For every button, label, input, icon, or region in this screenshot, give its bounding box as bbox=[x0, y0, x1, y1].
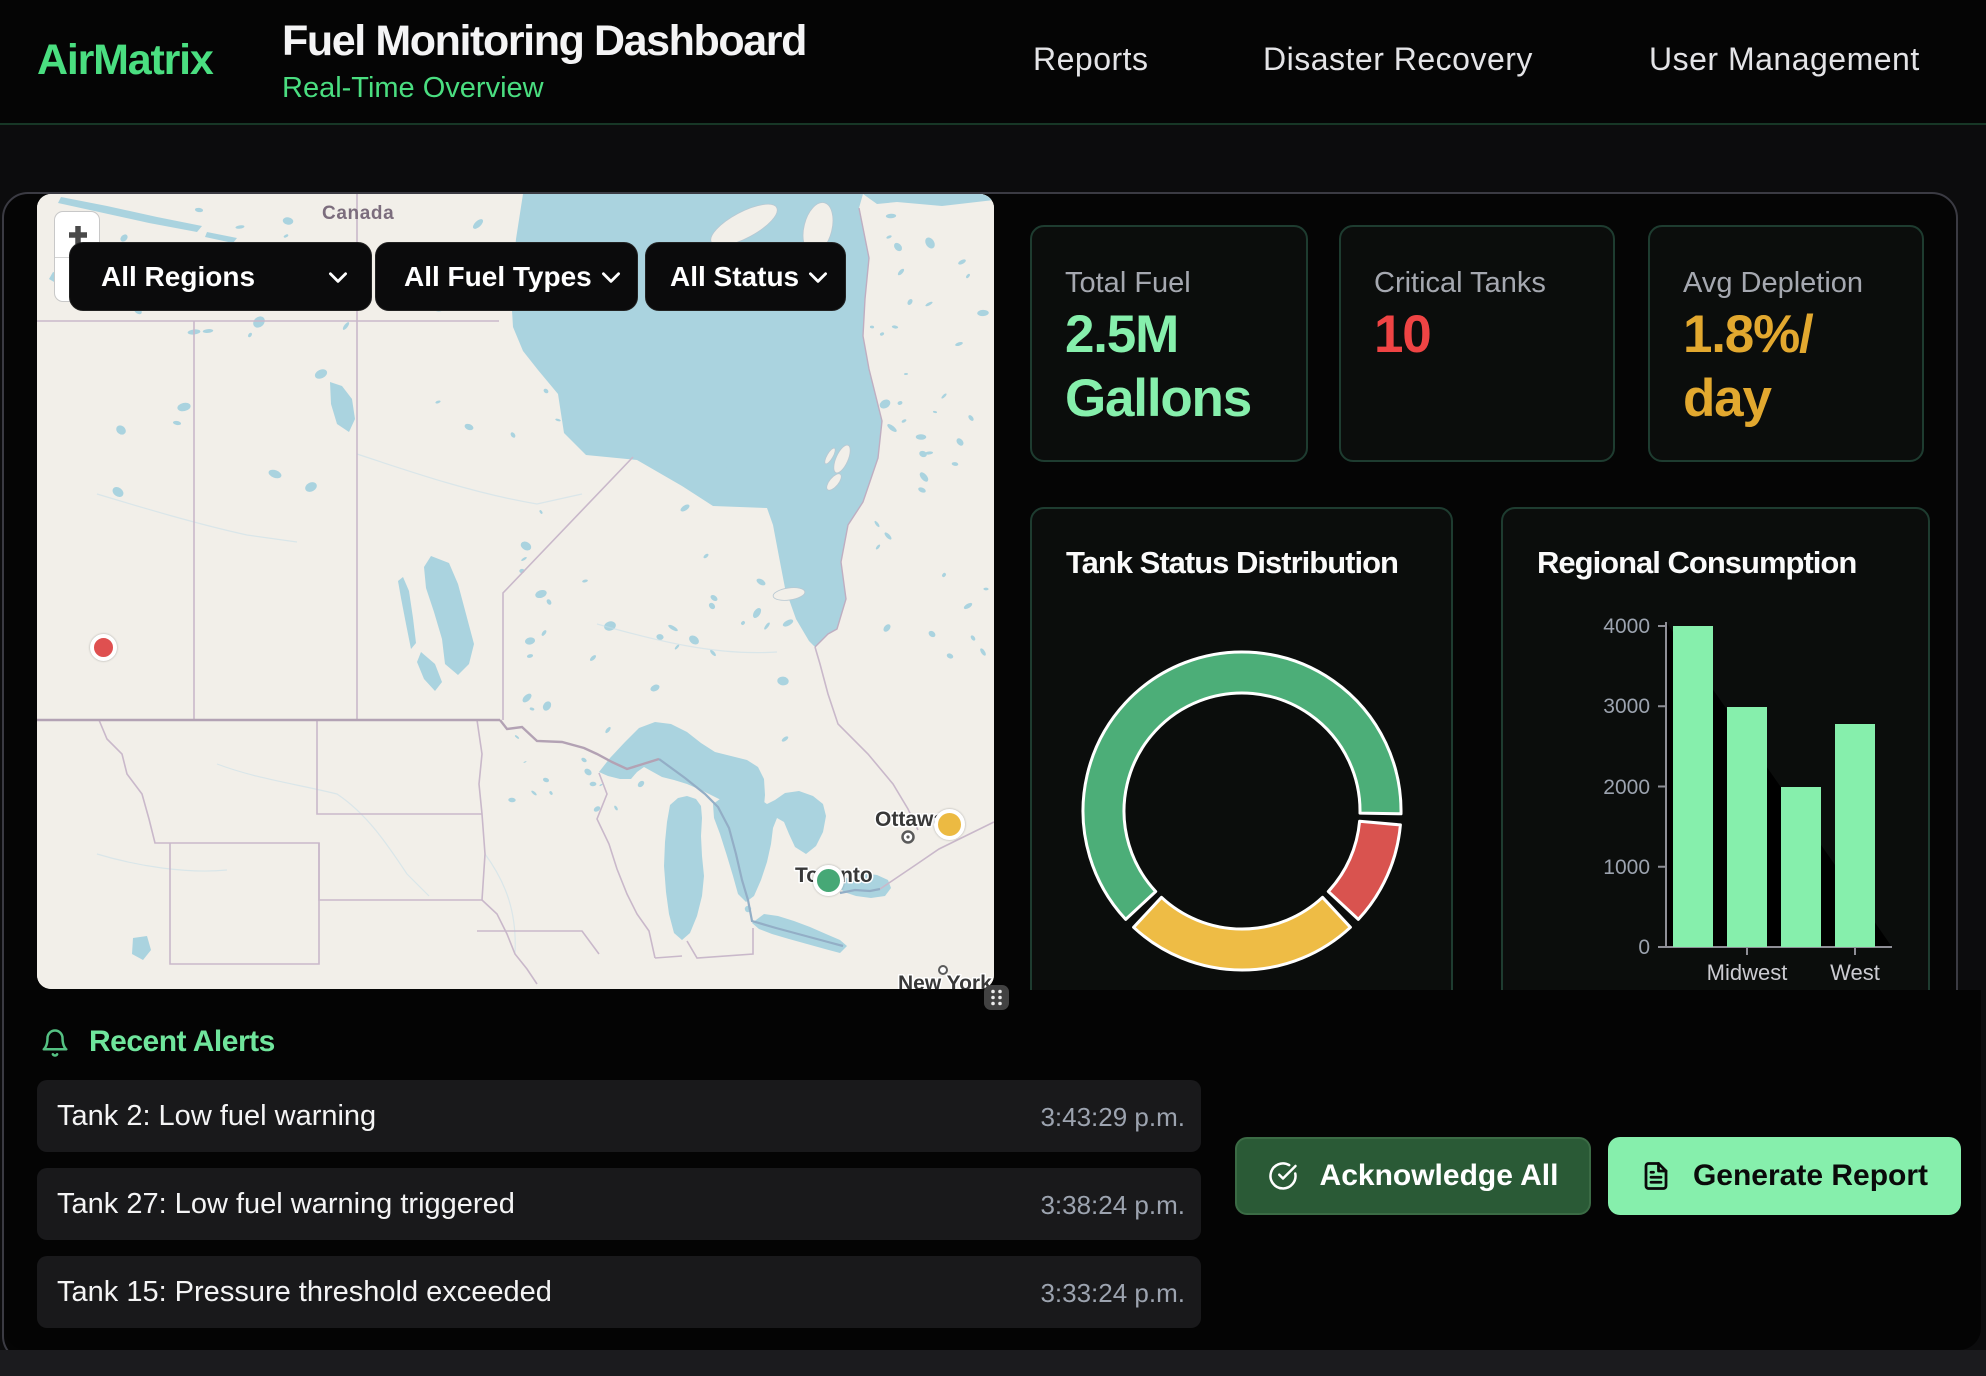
svg-text:1000: 1000 bbox=[1603, 856, 1650, 879]
svg-text:0: 0 bbox=[1638, 936, 1650, 959]
svg-text:2000: 2000 bbox=[1603, 776, 1650, 799]
svg-text:3000: 3000 bbox=[1603, 695, 1650, 718]
svg-text:West: West bbox=[1830, 960, 1880, 985]
svg-text:New York: New York bbox=[898, 972, 992, 989]
svg-text:4000: 4000 bbox=[1603, 615, 1650, 638]
svg-text:Midwest: Midwest bbox=[1707, 960, 1788, 985]
svg-text:Canada: Canada bbox=[322, 203, 394, 224]
